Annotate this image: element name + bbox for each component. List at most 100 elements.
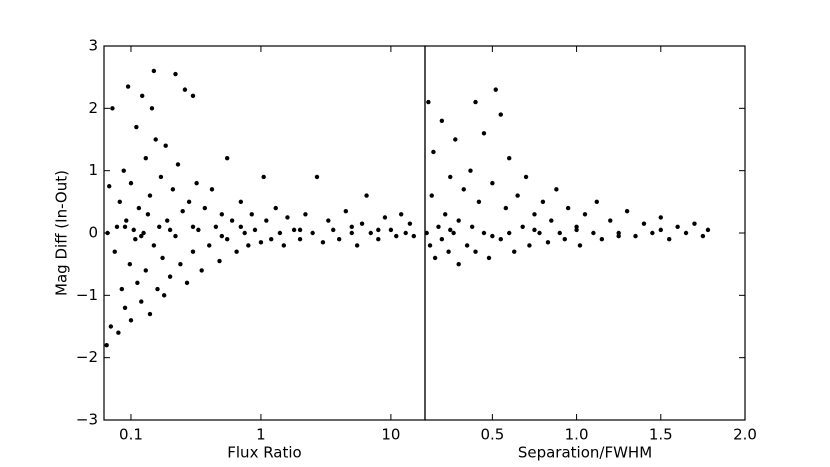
point bbox=[426, 99, 431, 105]
point bbox=[545, 240, 551, 245]
point bbox=[165, 218, 170, 223]
point bbox=[594, 199, 599, 205]
point bbox=[658, 215, 663, 220]
point bbox=[486, 255, 492, 261]
point bbox=[229, 218, 235, 223]
point bbox=[173, 233, 178, 239]
point bbox=[217, 258, 222, 264]
point bbox=[411, 233, 416, 239]
point bbox=[641, 221, 647, 226]
point bbox=[249, 212, 254, 217]
point bbox=[178, 261, 183, 267]
point bbox=[297, 227, 303, 233]
point bbox=[481, 131, 487, 136]
point bbox=[182, 87, 188, 92]
point bbox=[252, 227, 258, 233]
point bbox=[343, 208, 349, 214]
point bbox=[432, 255, 438, 261]
point bbox=[207, 243, 212, 248]
point bbox=[403, 230, 408, 236]
point bbox=[125, 84, 131, 89]
point bbox=[382, 215, 388, 220]
point bbox=[219, 233, 225, 239]
point bbox=[456, 218, 461, 223]
point bbox=[122, 305, 128, 310]
point bbox=[331, 227, 336, 233]
point bbox=[238, 199, 244, 205]
point bbox=[565, 205, 571, 211]
y-tick-label: −2 bbox=[76, 348, 98, 366]
point bbox=[439, 118, 445, 124]
point bbox=[658, 227, 663, 233]
point bbox=[574, 224, 579, 229]
y-axis-label: Mag Diff (In-Out) bbox=[53, 170, 71, 296]
point bbox=[246, 243, 251, 248]
point bbox=[667, 237, 672, 242]
point bbox=[140, 93, 145, 99]
point bbox=[141, 230, 146, 236]
point bbox=[557, 230, 562, 236]
point bbox=[359, 221, 365, 226]
point bbox=[163, 143, 168, 148]
point bbox=[128, 180, 134, 186]
point bbox=[219, 212, 225, 217]
point bbox=[443, 212, 448, 217]
point bbox=[202, 205, 208, 211]
point bbox=[532, 212, 537, 217]
y-tick-label: −1 bbox=[76, 286, 98, 304]
point bbox=[269, 237, 274, 242]
point bbox=[507, 156, 512, 161]
point bbox=[147, 193, 153, 198]
y-tick-label: 0 bbox=[88, 224, 98, 242]
point bbox=[436, 224, 441, 229]
point bbox=[199, 268, 204, 273]
point bbox=[624, 208, 630, 214]
plot-frame bbox=[103, 45, 426, 421]
point bbox=[285, 215, 290, 220]
point bbox=[124, 218, 129, 223]
point bbox=[608, 218, 613, 223]
point bbox=[139, 233, 144, 239]
point bbox=[167, 274, 173, 279]
point bbox=[683, 230, 689, 236]
point bbox=[143, 156, 148, 161]
point bbox=[448, 227, 453, 233]
point bbox=[135, 280, 140, 286]
x-tick-label: 0.5 bbox=[480, 426, 504, 444]
point bbox=[145, 212, 151, 217]
y-tick-label: 1 bbox=[88, 161, 98, 179]
point bbox=[196, 227, 201, 233]
point bbox=[540, 199, 546, 205]
x-tick-label: 0.1 bbox=[119, 426, 143, 444]
point bbox=[498, 237, 503, 242]
point bbox=[190, 249, 196, 254]
point bbox=[128, 318, 134, 323]
point bbox=[281, 243, 287, 248]
point bbox=[424, 230, 429, 236]
point bbox=[368, 230, 373, 236]
point bbox=[190, 224, 196, 229]
point bbox=[394, 233, 399, 239]
point bbox=[133, 237, 138, 242]
point bbox=[157, 224, 162, 229]
point bbox=[155, 286, 160, 292]
y-tick-label: −3 bbox=[76, 411, 98, 429]
point bbox=[599, 237, 605, 242]
point bbox=[119, 286, 125, 292]
point bbox=[160, 255, 165, 261]
point bbox=[493, 87, 498, 92]
x-axis-label: Flux Ratio bbox=[227, 444, 301, 462]
point bbox=[376, 227, 381, 233]
point bbox=[264, 218, 269, 223]
point bbox=[161, 293, 167, 298]
point bbox=[310, 230, 315, 236]
point bbox=[700, 233, 706, 239]
point bbox=[520, 224, 525, 229]
point bbox=[473, 249, 478, 254]
point bbox=[224, 156, 230, 161]
point bbox=[376, 237, 381, 242]
point bbox=[238, 224, 244, 229]
point bbox=[537, 230, 542, 236]
point bbox=[349, 224, 354, 229]
point bbox=[297, 237, 303, 242]
